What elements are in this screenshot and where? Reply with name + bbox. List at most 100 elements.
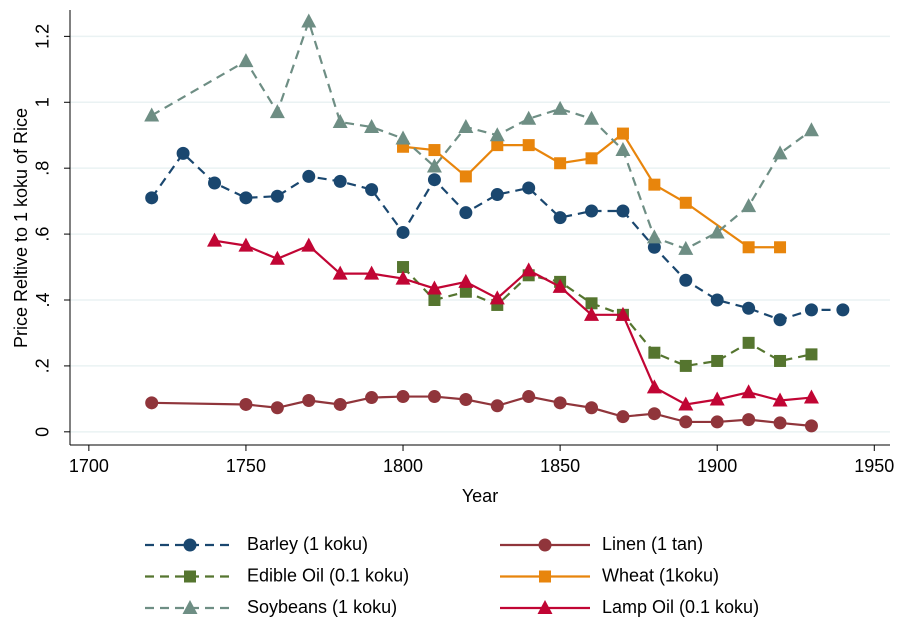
marker: [678, 240, 694, 255]
marker: [774, 354, 787, 367]
marker: [836, 303, 850, 317]
marker: [584, 110, 600, 125]
marker: [803, 122, 819, 137]
marker: [207, 232, 223, 247]
marker: [208, 176, 222, 190]
marker: [270, 189, 284, 203]
marker: [428, 294, 441, 306]
marker: [742, 241, 755, 254]
x-tick-label: 1800: [383, 456, 423, 476]
marker: [772, 392, 788, 407]
marker: [364, 118, 380, 133]
marker: [648, 346, 661, 359]
legend-marker: [537, 600, 553, 614]
marker: [459, 170, 472, 183]
y-tick-label: 0: [33, 427, 53, 437]
marker: [585, 297, 598, 310]
marker: [616, 127, 629, 140]
legend-label: Lamp Oil (0.1 koku): [602, 597, 759, 617]
marker: [552, 278, 568, 293]
marker: [458, 118, 474, 133]
marker: [427, 390, 441, 404]
marker: [302, 169, 316, 183]
y-tick-label: .2: [33, 358, 53, 373]
marker: [397, 261, 410, 274]
series-line: [402, 131, 781, 249]
marker: [553, 396, 567, 410]
legend-label: Barley (1 koku): [247, 534, 368, 554]
y-axis-title: Price Reltive to 1 koku of Rice: [11, 108, 31, 348]
marker: [678, 396, 694, 411]
marker: [647, 240, 661, 254]
marker: [491, 139, 504, 152]
marker: [458, 273, 474, 288]
series-line: [150, 151, 843, 321]
marker: [773, 416, 787, 430]
marker: [301, 237, 317, 252]
x-axis-title: Year: [462, 486, 498, 506]
marker: [804, 419, 818, 433]
legend-label: Edible Oil (0.1 koku): [247, 565, 409, 585]
marker: [804, 303, 818, 317]
x-tick-label: 1900: [697, 456, 737, 476]
marker: [269, 104, 285, 119]
marker: [522, 181, 536, 195]
marker: [773, 313, 787, 327]
legend-label: Wheat (1koku): [602, 565, 719, 585]
y-tick-label: 1.2: [33, 24, 53, 49]
marker: [585, 204, 599, 218]
marker: [522, 390, 536, 404]
marker: [803, 389, 819, 404]
marker: [522, 139, 535, 152]
legend-label: Soybeans (1 koku): [247, 597, 397, 617]
marker: [679, 196, 692, 209]
marker: [332, 114, 348, 129]
marker: [774, 241, 787, 254]
marker: [238, 237, 254, 252]
marker: [741, 384, 757, 399]
marker: [426, 280, 442, 295]
marker: [489, 127, 505, 142]
marker: [238, 53, 254, 68]
y-tick-label: .4: [33, 292, 53, 307]
marker: [144, 107, 160, 122]
marker: [490, 399, 504, 413]
marker: [302, 394, 316, 408]
x-tick-label: 1700: [69, 456, 109, 476]
legend-marker: [183, 538, 197, 552]
legend-label: Linen (1 tan): [602, 534, 703, 554]
marker: [459, 285, 472, 298]
marker: [709, 224, 725, 239]
marker: [679, 415, 693, 429]
legend-marker: [184, 570, 196, 583]
marker: [710, 293, 724, 307]
marker: [332, 265, 348, 280]
marker: [710, 415, 724, 429]
legend-marker: [539, 570, 551, 583]
marker: [269, 250, 285, 265]
marker: [176, 146, 190, 160]
marker: [648, 178, 661, 191]
marker: [521, 110, 537, 125]
marker: [395, 270, 411, 285]
marker: [396, 390, 410, 404]
marker: [711, 354, 724, 367]
marker: [428, 144, 441, 157]
series-line: [151, 18, 813, 251]
marker: [616, 410, 630, 424]
marker: [270, 401, 284, 415]
legend-marker: [182, 600, 198, 614]
x-tick-label: 1950: [854, 456, 894, 476]
y-tick-label: .8: [33, 161, 53, 176]
marker: [742, 413, 756, 427]
marker: [742, 301, 756, 315]
x-tick-label: 1750: [226, 456, 266, 476]
marker: [552, 100, 568, 115]
marker: [554, 157, 567, 170]
marker: [616, 204, 630, 218]
marker: [584, 306, 600, 321]
marker: [805, 348, 818, 361]
series-line: [214, 239, 812, 406]
marker: [585, 152, 598, 165]
